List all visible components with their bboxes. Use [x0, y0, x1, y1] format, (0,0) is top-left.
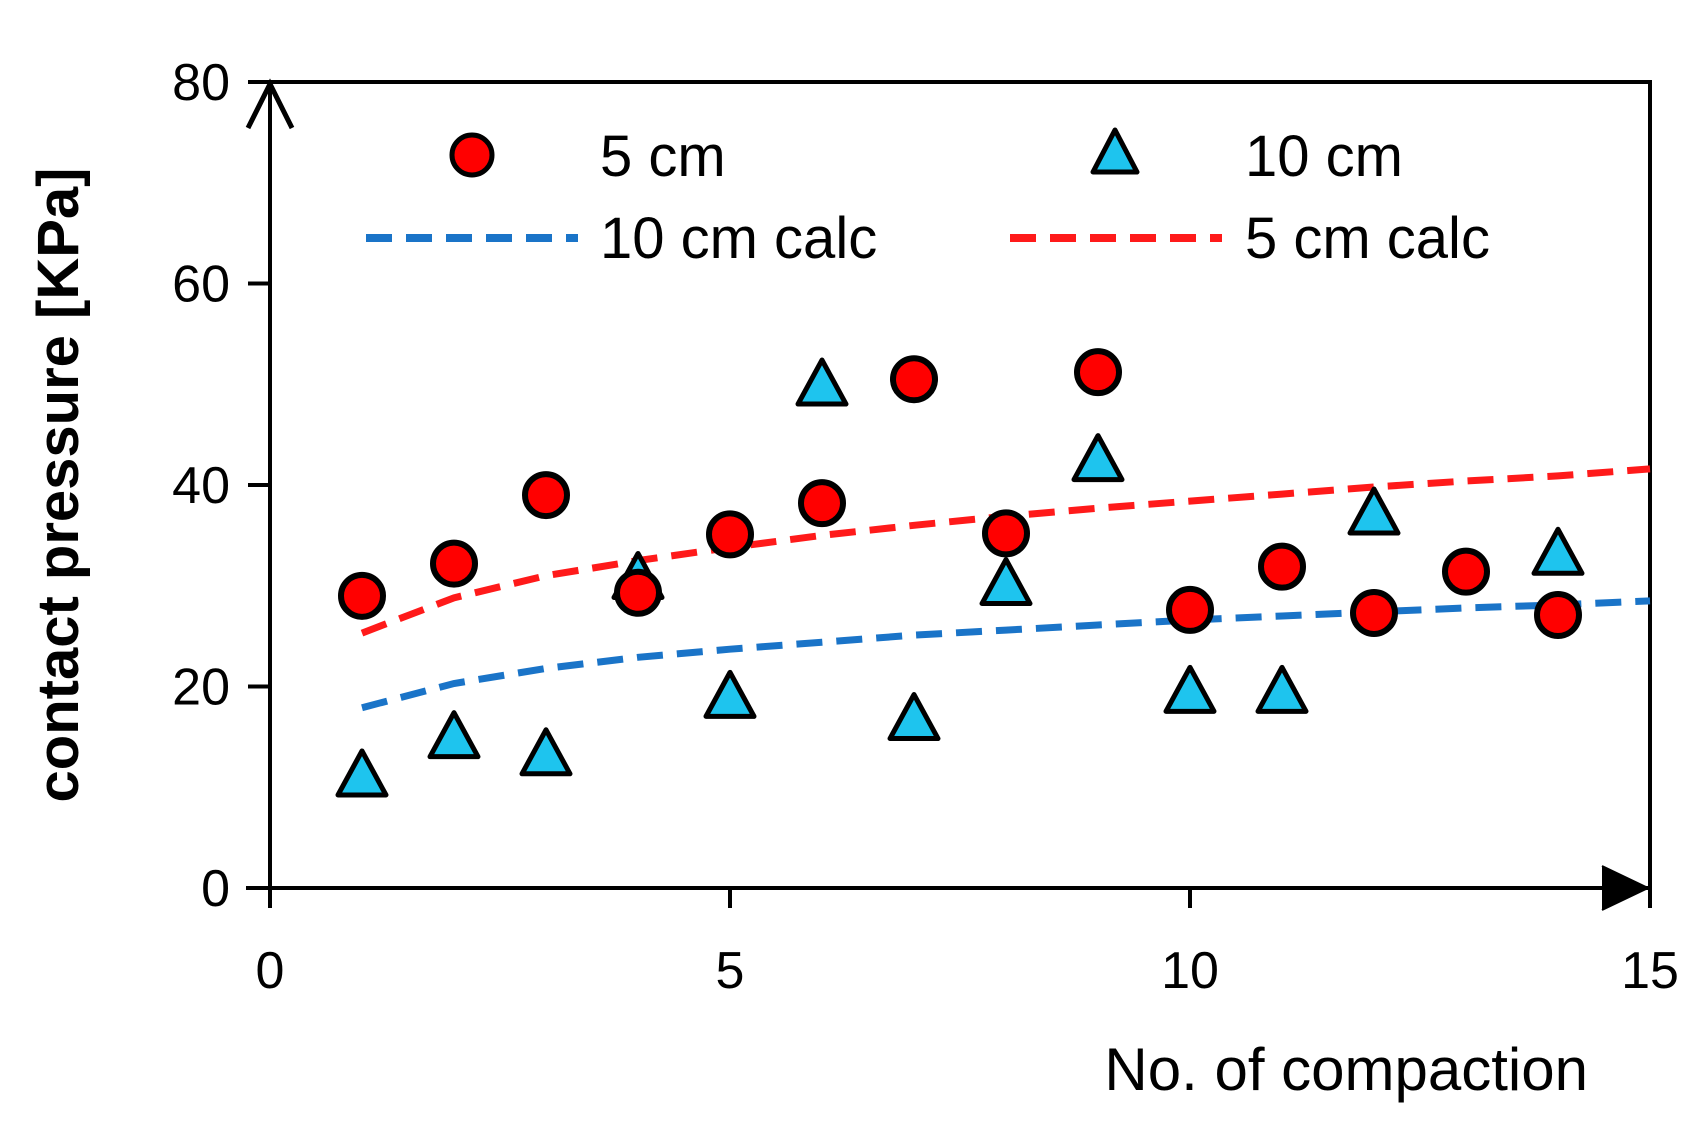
marker-10cm	[519, 727, 573, 777]
legend-marker-10cm	[1090, 127, 1140, 175]
marker-10cm	[1163, 664, 1217, 714]
y-tick-label: 0	[201, 860, 230, 918]
marker-5cm	[1534, 590, 1582, 639]
marker-10cm	[1531, 526, 1585, 576]
marker-5cm	[1074, 348, 1122, 397]
y-tick-label: 60	[172, 256, 230, 314]
marker-5cm	[430, 539, 478, 588]
x-tick-label: 0	[256, 942, 285, 1000]
marker-5cm	[1350, 588, 1398, 637]
x-axis-arrow	[1601, 865, 1651, 911]
marker-10cm	[1255, 664, 1309, 714]
marker-10cm	[1071, 433, 1125, 483]
marker-10cm	[427, 710, 481, 760]
y-tick-label: 80	[172, 54, 230, 112]
legend-label-5cm-calc: 5 cm calc	[1245, 206, 1490, 271]
marker-10cm	[703, 669, 757, 719]
series-line-10-cm-calc	[361, 597, 1651, 712]
y-tick-group: 0 20 40 60 80	[172, 54, 270, 918]
x-tick-group: 0 5 10 15	[256, 888, 1679, 1000]
marker-10cm	[795, 357, 849, 407]
legend-label-10cm: 10 cm	[1245, 124, 1403, 189]
legend-marker-5cm	[449, 132, 495, 178]
y-tick-label: 20	[172, 659, 230, 717]
marker-10cm	[979, 557, 1033, 607]
marker-10cm	[887, 692, 941, 742]
marker-5cm	[1166, 585, 1214, 634]
x-tick-label: 15	[1621, 942, 1679, 1000]
x-axis-title: No. of compaction	[1104, 1036, 1588, 1103]
marker-5cm	[1442, 547, 1490, 596]
y-tick-label: 40	[172, 457, 230, 515]
x-tick-label: 5	[716, 942, 745, 1000]
marker-5cm	[982, 509, 1030, 558]
marker-5cm	[614, 568, 662, 617]
marker-5cm	[522, 471, 570, 520]
marker-5cm	[338, 571, 386, 620]
marker-5cm	[890, 355, 938, 404]
marker-10cm	[1347, 486, 1401, 536]
y-axis-title: contact pressure [KPa]	[26, 168, 91, 803]
x-tick-label: 10	[1161, 942, 1219, 1000]
marker-5cm	[706, 510, 754, 559]
legend-label-10cm-calc: 10 cm calc	[600, 206, 877, 271]
markers-layer	[335, 348, 1585, 798]
marker-10cm	[335, 748, 389, 798]
marker-5cm	[798, 479, 846, 528]
legend: 5 cm 10 cm 10 cm calc 5 cm calc	[366, 124, 1490, 271]
marker-5cm	[1258, 542, 1306, 591]
legend-label-5cm: 5 cm	[600, 124, 726, 189]
